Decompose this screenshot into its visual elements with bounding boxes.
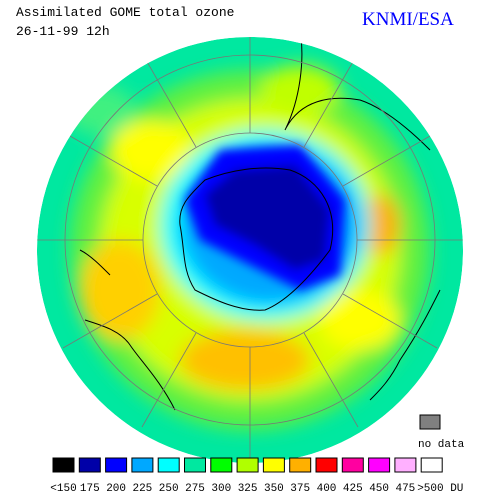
legend-swatch [289, 457, 312, 473]
legend-swatch [52, 457, 75, 473]
legend-label: >500 DU [417, 483, 463, 495]
legend-swatch [210, 457, 233, 473]
legend-swatch [184, 457, 206, 473]
legend-label: 450 [369, 483, 389, 495]
legend-label: 200 [106, 483, 126, 495]
legend-swatch [157, 457, 180, 473]
legend-swatch [78, 457, 101, 473]
legend-label: 325 [238, 483, 258, 495]
legend-swatch [262, 457, 285, 473]
legend-label: 400 [317, 483, 337, 495]
legend-label: 475 [395, 483, 415, 495]
legend-swatch [420, 457, 443, 473]
legend-swatch [368, 457, 391, 473]
legend-swatch [131, 457, 154, 473]
legend-swatch [315, 457, 338, 473]
no-data-swatch [419, 414, 441, 430]
legend-label: 350 [264, 483, 284, 495]
no-data-label: no data [418, 439, 465, 451]
legend-label: 250 [159, 483, 179, 495]
title: Assimilated GOME total ozone [16, 5, 234, 20]
graticule [37, 37, 463, 463]
date: 26-11-99 12h [16, 24, 110, 39]
legend-swatch [105, 457, 128, 473]
source: KNMI/ESA [362, 9, 454, 30]
legend-swatch [394, 457, 417, 473]
legend-label: 225 [132, 483, 152, 495]
ozone-field [37, 37, 463, 463]
legend-label: <150 [50, 483, 76, 495]
legend-label: 375 [290, 483, 310, 495]
legend-swatch [236, 457, 259, 473]
legend-label: 425 [343, 483, 363, 495]
legend-label: 275 [185, 483, 205, 495]
legend: no data <150 175 200 225 250 275 300 325 350 375 40… [50, 414, 465, 495]
legend-label: 300 [211, 483, 231, 495]
legend-swatch [341, 457, 364, 473]
legend-label: 175 [80, 483, 100, 495]
